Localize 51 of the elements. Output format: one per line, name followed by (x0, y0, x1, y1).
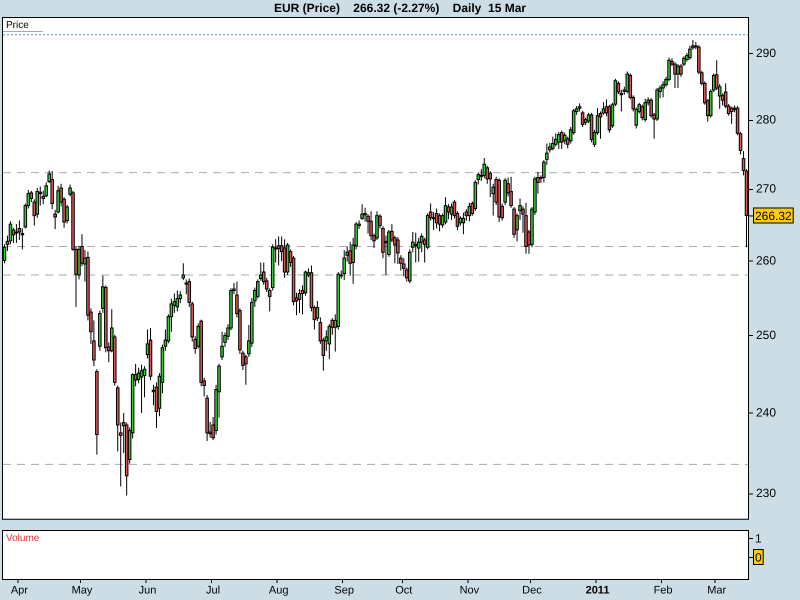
candlestick (562, 132, 566, 145)
chart-title: EUR (Price) 266.32 (-2.27%) Daily 15 Mar (272, 1, 528, 15)
candlestick (396, 236, 400, 264)
category-label: Jul (206, 584, 220, 597)
y-tick-label: 280 (756, 112, 776, 127)
candlestick (661, 80, 665, 98)
candlestick (446, 204, 450, 220)
candlestick (673, 62, 677, 89)
category-label: Mar (707, 584, 727, 597)
text: 0 (755, 550, 762, 564)
candlestick (560, 130, 564, 150)
candlestick (220, 331, 224, 360)
chart-subtitle: Price (6, 20, 30, 31)
candlestick (12, 227, 16, 244)
category-label: Sep (334, 584, 354, 597)
candlestick (554, 132, 558, 147)
candlestick (580, 110, 584, 128)
text: 1 (755, 531, 762, 546)
candlestick (643, 98, 647, 122)
candlestick (462, 212, 466, 235)
candlestick (444, 196, 448, 225)
category-label: Aug (268, 584, 288, 597)
y-tick-label: 230 (756, 486, 776, 500)
candlestick (509, 176, 513, 208)
y-tick-label: 270 (756, 182, 776, 196)
category-label: Jun (138, 584, 156, 597)
category-label: Oct (395, 584, 412, 597)
category-label: Feb (654, 584, 673, 597)
category-label: 2011 (586, 584, 610, 597)
candlestick (342, 250, 346, 281)
candlestick (50, 170, 54, 210)
candlestick (360, 204, 364, 220)
y-tick-label: 240 (756, 405, 776, 420)
candlestick (298, 288, 302, 314)
text: 266.32 (755, 208, 792, 223)
category-label: May (72, 584, 93, 597)
y-tick-label: 260 (756, 253, 776, 268)
text: Volume (6, 532, 40, 544)
candlestick (182, 262, 186, 281)
candlestick (551, 136, 555, 151)
y-tick-label: 250 (756, 328, 776, 342)
candlestick (730, 106, 734, 124)
candlestick (503, 178, 507, 206)
candlestick (176, 290, 180, 312)
category-label: Apr (10, 584, 28, 597)
y-tick-label: 290 (756, 46, 776, 60)
candlestick (416, 237, 420, 262)
candlestick (414, 232, 418, 264)
category-label: Dec (522, 584, 542, 597)
category-label: Nov (460, 584, 480, 597)
candlestick (14, 224, 18, 244)
